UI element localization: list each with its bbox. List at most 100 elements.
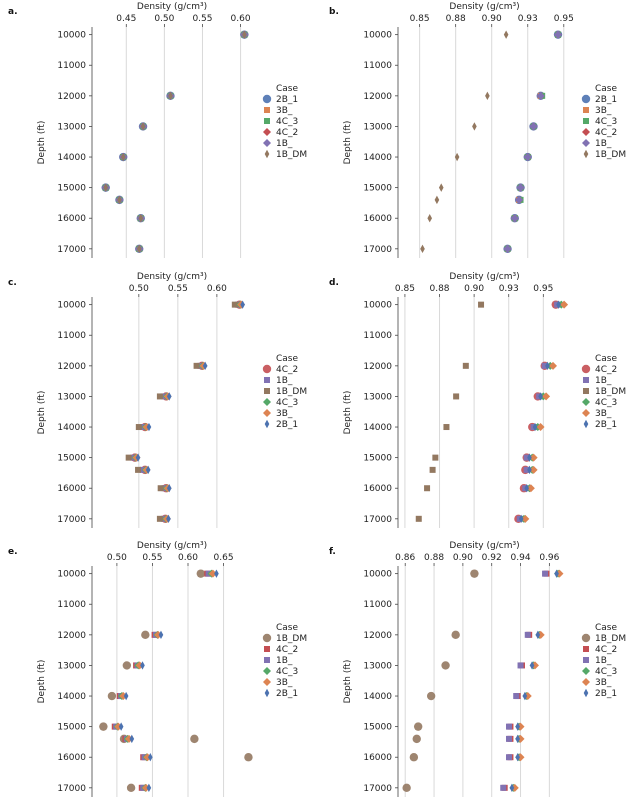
legend-entry: 4C_3 bbox=[276, 117, 298, 127]
legend-entry: 4C_3 bbox=[276, 667, 298, 677]
y-tick-label: 11000 bbox=[57, 61, 86, 71]
y-tick-label: 17000 bbox=[57, 515, 86, 525]
y-tick-label: 13000 bbox=[363, 122, 392, 132]
data-point-1B_DM bbox=[140, 122, 146, 131]
legend-marker bbox=[264, 688, 270, 698]
data-point-1B_DM bbox=[454, 152, 460, 162]
legend-entry: 1B_DM bbox=[595, 387, 626, 397]
y-tick-label: 15000 bbox=[57, 454, 86, 464]
legend-marker bbox=[582, 409, 590, 417]
data-point-1B_DM bbox=[141, 630, 150, 640]
legend-entry: 1B_DM bbox=[276, 387, 307, 397]
data-point-1B_DM bbox=[429, 466, 436, 473]
panel-label: b. bbox=[329, 7, 339, 17]
data-point-1B_DM bbox=[485, 91, 490, 101]
legend-title: Case bbox=[276, 354, 298, 364]
data-point-1B_DM bbox=[120, 152, 126, 162]
data-point-3B_ bbox=[529, 453, 538, 462]
data-point-1B_ bbox=[506, 723, 513, 730]
data-point-2B_1 bbox=[214, 569, 219, 578]
data-point-3B_ bbox=[526, 484, 535, 493]
legend-marker bbox=[583, 107, 589, 113]
legend-entry: 3B_ bbox=[595, 409, 612, 419]
x-tick-label: 0.45 bbox=[116, 14, 136, 24]
y-axis-label: Depth (ft) bbox=[343, 121, 353, 165]
x-tick-label: 0.50 bbox=[154, 14, 174, 24]
data-point-1B_DM bbox=[453, 393, 460, 400]
data-point-1B_DM bbox=[427, 214, 433, 223]
data-point-1B_DM bbox=[451, 630, 460, 640]
legend-entry: 1B_DM bbox=[595, 150, 626, 160]
legend-entry: 1B_DM bbox=[276, 150, 307, 160]
data-point-2B_1 bbox=[146, 783, 152, 793]
x-tick-label: 0.94 bbox=[511, 553, 531, 563]
y-tick-label: 15000 bbox=[363, 454, 392, 464]
y-axis-label: Depth (ft) bbox=[343, 391, 353, 435]
data-point-1B_DM bbox=[190, 734, 199, 744]
data-point-1B_DM bbox=[125, 454, 132, 461]
y-tick-label: 11000 bbox=[57, 600, 86, 610]
y-tick-label: 17000 bbox=[57, 245, 86, 255]
y-tick-label: 12000 bbox=[363, 631, 392, 641]
data-point-2B_1 bbox=[535, 630, 541, 640]
y-tick-label: 14000 bbox=[57, 153, 86, 163]
legend-marker bbox=[262, 364, 272, 374]
data-point-2B_1 bbox=[524, 484, 530, 493]
x-tick-label: 0.92 bbox=[482, 553, 502, 563]
data-point-2B_1 bbox=[166, 392, 172, 401]
data-point-1B_ bbox=[529, 122, 538, 131]
data-point-1B_DM bbox=[420, 244, 425, 254]
data-point-1B_DM bbox=[231, 301, 238, 308]
x-axis-label: Density (g/cm³) bbox=[449, 272, 519, 282]
x-tick-label: 0.96 bbox=[539, 553, 559, 563]
legend-entry: 2B_1 bbox=[595, 420, 617, 430]
legend-entry: 1B_DM bbox=[595, 634, 626, 644]
legend-entry: 2B_1 bbox=[595, 95, 617, 105]
panel-label: c. bbox=[8, 278, 17, 288]
y-tick-label: 17000 bbox=[363, 784, 392, 794]
data-point-2B_1 bbox=[529, 661, 535, 670]
data-point-2B_1 bbox=[240, 300, 245, 309]
legend-entry: 4C_2 bbox=[276, 365, 298, 375]
legend-entry: 2B_1 bbox=[276, 420, 298, 430]
legend-marker bbox=[581, 633, 591, 643]
y-tick-label: 16000 bbox=[363, 214, 392, 224]
data-point-2B_1 bbox=[135, 453, 141, 462]
legend-marker bbox=[262, 633, 272, 643]
data-point-1B_DM bbox=[156, 515, 163, 522]
legend-marker bbox=[263, 409, 271, 417]
data-point-1B_ bbox=[554, 30, 563, 39]
legend-title: Case bbox=[595, 623, 617, 633]
legend-entry: 4C_3 bbox=[595, 667, 617, 677]
y-tick-label: 13000 bbox=[57, 661, 86, 671]
data-point-2B_1 bbox=[123, 691, 129, 701]
data-point-2B_1 bbox=[556, 300, 561, 309]
y-tick-label: 12000 bbox=[57, 362, 86, 372]
legend-entry: 1B_DM bbox=[276, 634, 307, 644]
panel-label: a. bbox=[8, 7, 18, 17]
x-tick-label: 0.55 bbox=[168, 284, 188, 294]
legend-entry: 1B_ bbox=[276, 376, 293, 386]
panel-label: d. bbox=[329, 278, 339, 288]
y-tick-label: 15000 bbox=[57, 723, 86, 733]
x-tick-label: 0.65 bbox=[214, 553, 234, 563]
x-axis-label: Density (g/cm³) bbox=[137, 2, 207, 12]
y-tick-label: 16000 bbox=[57, 484, 86, 494]
legend-entry: 4C_2 bbox=[595, 645, 617, 655]
data-point-1B_DM bbox=[412, 734, 421, 744]
y-tick-label: 14000 bbox=[363, 423, 392, 433]
y-tick-label: 17000 bbox=[363, 515, 392, 525]
legend-marker bbox=[583, 377, 589, 383]
y-tick-label: 10000 bbox=[363, 31, 392, 41]
data-point-2B_1 bbox=[129, 734, 135, 744]
data-point-1B_DM bbox=[156, 393, 163, 400]
data-point-1B_DM bbox=[244, 753, 253, 762]
data-point-2B_1 bbox=[545, 361, 550, 371]
data-point-1B_DM bbox=[415, 515, 422, 522]
data-point-1B_DM bbox=[413, 722, 423, 731]
y-tick-label: 13000 bbox=[57, 392, 86, 402]
legend-marker bbox=[263, 398, 271, 406]
data-point-1B_ bbox=[523, 153, 532, 162]
data-point-1B_DM bbox=[434, 195, 440, 205]
legend-title: Case bbox=[595, 354, 617, 364]
